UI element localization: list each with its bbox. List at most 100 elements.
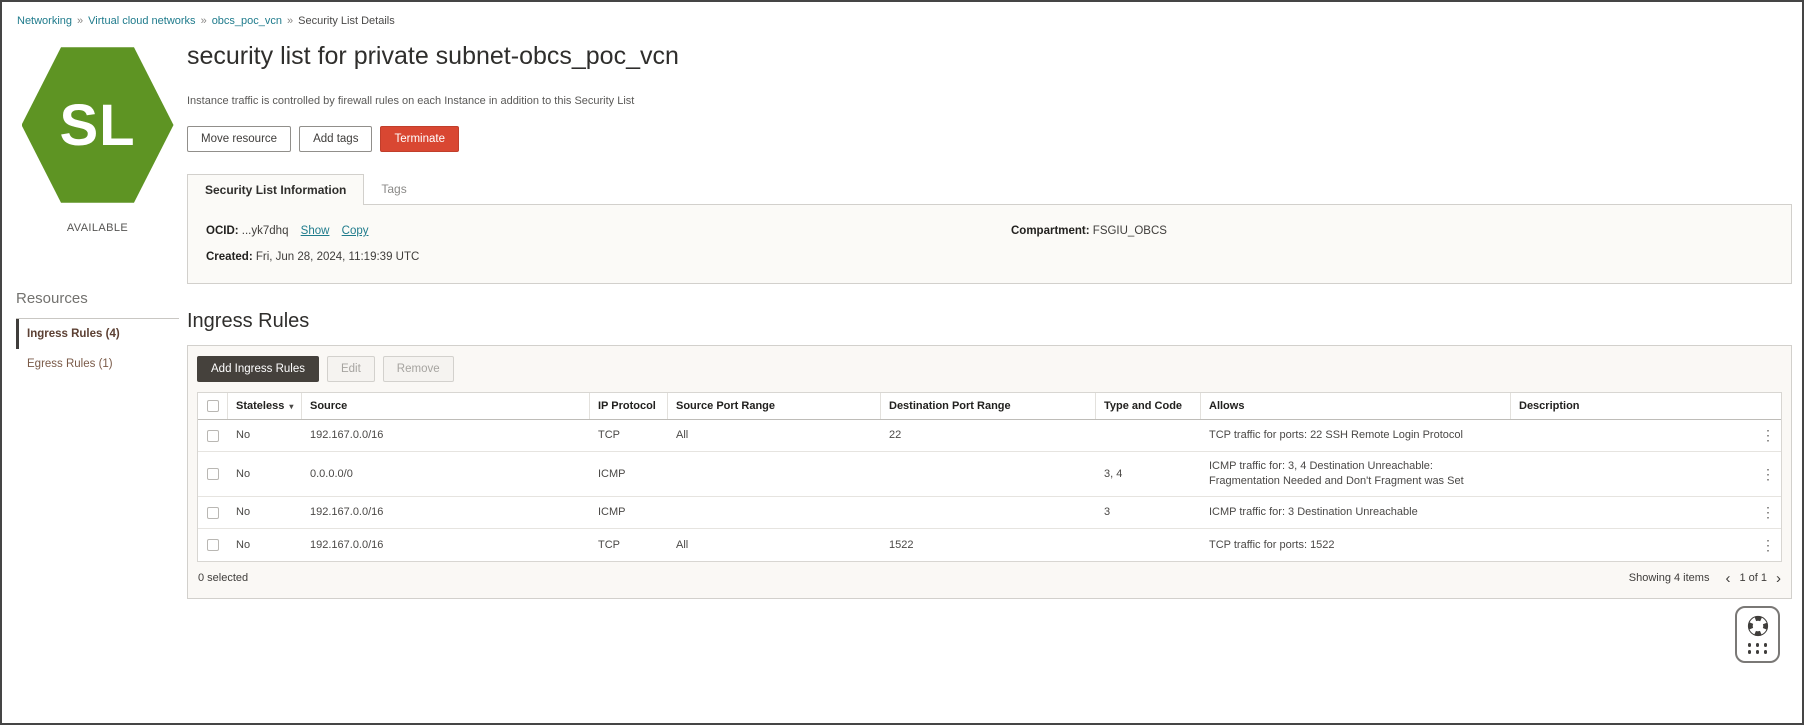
tab-bar: Security List Information Tags	[187, 174, 1792, 205]
ingress-rules-table: Stateless ▾ Source IP Protocol Source Por…	[197, 392, 1782, 562]
cell-description	[1511, 538, 1755, 552]
cell-source-port-range	[668, 506, 881, 520]
breadcrumb-link-networking[interactable]: Networking	[17, 15, 73, 27]
tab-security-list-information[interactable]: Security List Information	[187, 174, 365, 205]
created-value: Fri, Jun 28, 2024, 11:19:39 UTC	[255, 251, 420, 263]
edit-button[interactable]: Edit	[326, 356, 375, 382]
table-row: No 192.167.0.0/16 TCP All 1522 TCP traff…	[198, 529, 1781, 561]
cell-allows: ICMP traffic for: 3, 4 Destination Unrea…	[1209, 460, 1464, 487]
breadcrumb: Networking » Virtual cloud networks » obcs_p…	[17, 15, 395, 27]
col-header-stateless-label: Stateless	[236, 400, 285, 412]
row-actions-kebab-icon[interactable]: ⋮	[1761, 465, 1775, 482]
cell-source: 192.167.0.0/16	[310, 506, 384, 518]
table-footer-right: Showing 4 items ‹ 1 of 1 ›	[1629, 569, 1781, 587]
resources-nav: Resources Ingress Rules (4) Egress Rules…	[16, 290, 179, 379]
table-body: No 192.167.0.0/16 TCP All 22 TCP traffic…	[198, 420, 1781, 561]
row-checkbox-cell	[198, 500, 228, 526]
row-checkbox-cell	[198, 461, 228, 487]
table-row: No 0.0.0.0/0 ICMP 3, 4 ICMP traffic for:…	[198, 452, 1781, 497]
row-actions-kebab-icon[interactable]: ⋮	[1761, 427, 1775, 443]
badge-initials: SL	[59, 92, 136, 158]
row-checkbox[interactable]	[207, 506, 219, 519]
move-resource-button[interactable]: Move resource	[187, 126, 292, 152]
col-header-description: Description	[1519, 400, 1580, 412]
created-label: Created:	[206, 251, 253, 263]
breadcrumb-link-vcn[interactable]: obcs_poc_vcn	[211, 15, 283, 27]
row-checkbox[interactable]	[207, 468, 219, 480]
sidebar: SL AVAILABLE Resources Ingress Rules (4)…	[16, 44, 179, 379]
col-header-stateless[interactable]: Stateless ▾	[228, 393, 302, 419]
table-footer: 0 selected Showing 4 items ‹ 1 of 1 ›	[188, 562, 1791, 596]
col-header-allows: Allows	[1201, 393, 1511, 419]
cell-type-and-code: 3	[1104, 506, 1111, 518]
cell-ip-protocol: TCP	[598, 538, 620, 551]
cell-destination-port-range: 22	[889, 429, 902, 441]
info-left-column: OCID: ...yk7dhq Show Copy Created: Fri, …	[206, 217, 1011, 267]
life-ring-help-icon	[1747, 615, 1768, 637]
table-header-row: Stateless ▾ Source IP Protocol Source Por…	[198, 393, 1781, 420]
compartment-value: FSGIU_OBCS	[1092, 225, 1167, 237]
sidebar-item-egress-rules[interactable]: Egress Rules (1)	[27, 358, 113, 370]
compartment-row: Compartment: FSGIU_OBCS	[1011, 221, 1167, 241]
select-all-checkbox[interactable]	[206, 400, 219, 412]
cell-source-port-range	[668, 467, 881, 481]
cell-description	[1511, 467, 1755, 481]
cell-source-port-range: All	[676, 538, 689, 551]
ingress-rules-panel: Add Ingress Rules Edit Remove Stateless ▾…	[187, 345, 1792, 599]
cell-description	[1511, 429, 1755, 443]
cell-ip-protocol: ICMP	[598, 506, 626, 518]
terminate-button[interactable]: Terminate	[380, 126, 459, 152]
chevron-left-icon[interactable]: ‹	[1725, 569, 1731, 587]
add-ingress-rules-button[interactable]: Add Ingress Rules	[197, 356, 319, 382]
table-row: No 192.167.0.0/16 TCP All 22 TCP traffic…	[198, 420, 1781, 452]
ocid-show-link[interactable]: Show	[300, 225, 330, 237]
row-checkbox-cell	[198, 423, 228, 449]
col-header-ip-protocol: IP Protocol	[590, 393, 668, 419]
cell-source: 192.167.0.0/16	[310, 538, 384, 551]
tab-tags[interactable]: Tags	[381, 182, 407, 196]
compartment-label: Compartment:	[1011, 225, 1090, 237]
cell-destination-port-range	[881, 506, 1096, 520]
ingress-rules-heading: Ingress Rules	[187, 310, 310, 332]
col-header-destination-port-range: Destination Port Range	[881, 393, 1096, 419]
row-checkbox[interactable]	[207, 429, 219, 442]
cell-source-port-range: All	[676, 429, 689, 441]
info-right-column: Compartment: FSGIU_OBCS	[1011, 217, 1167, 267]
breadcrumb-link-virtual-cloud-networks[interactable]: Virtual cloud networks	[88, 15, 196, 27]
remove-button[interactable]: Remove	[382, 356, 454, 382]
selected-count: 0 selected	[198, 572, 249, 584]
ocid-value: ...yk7dhq	[241, 225, 289, 237]
cell-allows: TCP traffic for ports: 1522	[1209, 538, 1335, 551]
ocid-copy-link[interactable]: Copy	[341, 225, 369, 237]
row-actions-kebab-icon[interactable]: ⋮	[1761, 536, 1775, 553]
created-row: Created: Fri, Jun 28, 2024, 11:19:39 UTC	[206, 247, 1011, 267]
select-all-cell	[198, 393, 228, 419]
breadcrumb-separator: »	[200, 15, 207, 27]
help-widget-button[interactable]	[1735, 606, 1780, 663]
cell-type-and-code	[1096, 429, 1201, 443]
cell-description	[1511, 506, 1755, 520]
resources-title: Resources	[16, 290, 179, 319]
page-subtitle: Instance traffic is controlled by firewa…	[187, 95, 635, 107]
pagination: ‹ 1 of 1 ›	[1725, 569, 1781, 587]
cell-destination-port-range	[881, 467, 1096, 481]
sidebar-item-ingress-rules[interactable]: Ingress Rules (4)	[16, 319, 179, 349]
status-badge: AVAILABLE	[66, 222, 129, 234]
row-checkbox[interactable]	[207, 539, 219, 551]
cell-ip-protocol: ICMP	[598, 467, 626, 480]
main-content: security list for private subnet-obcs_po…	[187, 42, 1792, 599]
ocid-row: OCID: ...yk7dhq Show Copy	[206, 221, 1011, 241]
chevron-right-icon[interactable]: ›	[1776, 569, 1781, 587]
cell-stateless: No	[236, 506, 251, 518]
cell-allows: TCP traffic for ports: 22 SSH Remote Log…	[1209, 429, 1463, 441]
col-header-source-port-range: Source Port Range	[668, 393, 881, 419]
cell-stateless: No	[236, 467, 251, 480]
add-tags-button[interactable]: Add tags	[299, 126, 373, 152]
cell-stateless: No	[236, 429, 251, 441]
cell-ip-protocol: TCP	[598, 429, 620, 441]
row-actions-kebab-icon[interactable]: ⋮	[1761, 504, 1775, 520]
cell-type-and-code: 3, 4	[1104, 467, 1123, 480]
security-list-information-panel: OCID: ...yk7dhq Show Copy Created: Fri, …	[187, 204, 1792, 284]
cell-stateless: No	[236, 538, 251, 551]
